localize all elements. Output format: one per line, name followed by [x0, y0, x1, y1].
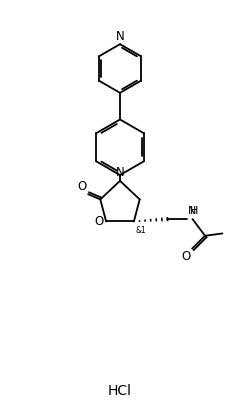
Text: N: N: [116, 30, 124, 43]
Text: O: O: [181, 250, 190, 263]
Text: O: O: [94, 215, 103, 228]
Text: H: H: [190, 206, 198, 216]
Text: N: N: [116, 166, 124, 179]
Text: &1: &1: [136, 226, 146, 234]
Text: HCl: HCl: [108, 383, 132, 398]
Text: O: O: [77, 180, 86, 193]
Text: N: N: [188, 206, 196, 216]
